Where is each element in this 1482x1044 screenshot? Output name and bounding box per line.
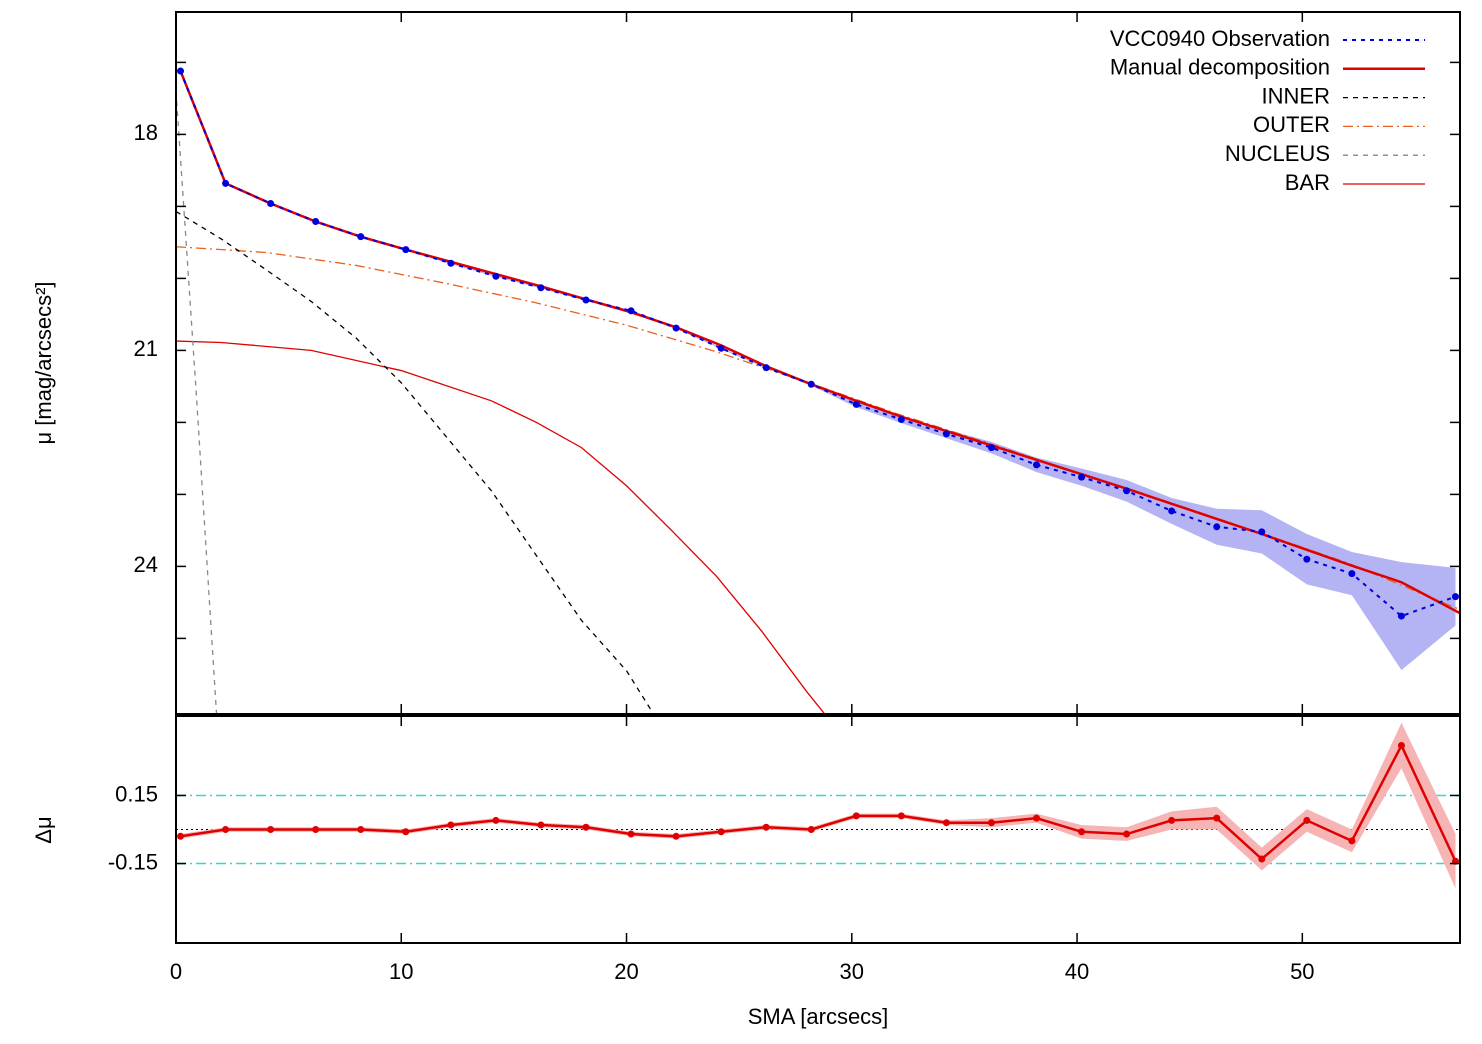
data-point: [1348, 570, 1356, 578]
data-line: [176, 91, 218, 714]
data-point: [807, 380, 815, 388]
data-point: [672, 324, 680, 332]
x-tick-label: 0: [170, 959, 182, 984]
data-point: [942, 430, 950, 438]
data-point: [537, 284, 545, 292]
y-axis-label: μ [mag/arcsecs²]: [31, 281, 56, 444]
data-point: [1123, 487, 1131, 495]
legend-label: NUCLEUS: [1225, 141, 1330, 166]
data-line: [180, 742, 1457, 862]
y-tick-label: 18: [134, 120, 158, 145]
data-point: [447, 821, 455, 829]
y-tick-label: -0.15: [108, 849, 158, 874]
legend-label: BAR: [1285, 170, 1330, 195]
x-tick-label: 30: [840, 959, 864, 984]
data-point: [537, 821, 545, 829]
data-point: [582, 823, 590, 831]
data-point: [267, 200, 275, 208]
data-point: [717, 828, 725, 836]
data-point: [717, 344, 725, 352]
data-point: [177, 67, 185, 75]
data-point: [1348, 837, 1356, 845]
data-point: [1303, 555, 1311, 563]
data-point: [1258, 855, 1266, 863]
data-point: [1451, 593, 1459, 601]
data-point: [222, 179, 230, 187]
data-point: [942, 819, 950, 827]
legend-label: Manual decomposition: [1110, 55, 1330, 80]
data-point: [897, 416, 905, 424]
data-point: [1213, 814, 1221, 822]
data-point: [492, 272, 500, 280]
data-point: [897, 812, 905, 820]
data-point: [1033, 461, 1041, 469]
data-point: [312, 826, 320, 833]
data-point: [852, 812, 860, 820]
plot-frame: [175, 715, 1461, 944]
data-point: [987, 819, 995, 827]
data-point: [1033, 814, 1041, 822]
x-tick-label: 40: [1065, 959, 1089, 984]
x-tick-label: 20: [614, 959, 638, 984]
data-point: [807, 826, 815, 833]
data-point: [582, 296, 590, 304]
legend-label: OUTER: [1253, 112, 1330, 137]
data-point: [1213, 523, 1221, 531]
data-point: [1303, 816, 1311, 824]
data-point: [312, 218, 320, 226]
data-point: [672, 832, 680, 840]
data-point: [627, 307, 635, 315]
y-tick-label: 0.15: [115, 781, 158, 806]
data-point: [402, 246, 410, 254]
x-tick-label: 50: [1290, 959, 1314, 984]
data-point: [762, 823, 770, 831]
data-point: [852, 400, 860, 408]
x-tick-label: 10: [389, 959, 413, 984]
data-point: [762, 364, 770, 372]
plot-frame: [175, 11, 1461, 715]
y-tick-label: 21: [134, 336, 158, 361]
data-point: [357, 826, 365, 833]
data-point: [1258, 528, 1266, 536]
x-axis-label: SMA [arcsecs]: [748, 1004, 889, 1029]
data-point: [627, 830, 635, 838]
data-point: [1123, 830, 1131, 838]
data-point: [402, 828, 410, 836]
plot-area: [176, 67, 1460, 714]
data-point: [492, 816, 500, 824]
data-point: [357, 233, 365, 241]
data-point: [267, 826, 275, 833]
data-point: [222, 826, 230, 833]
data-point: [447, 259, 455, 267]
data-point: [1078, 828, 1086, 836]
data-line: [176, 210, 655, 714]
data-point: [1168, 507, 1176, 515]
legend-label: INNER: [1262, 83, 1330, 108]
data-point: [1397, 612, 1405, 620]
data-point: [177, 832, 185, 840]
data-point: [1397, 742, 1405, 750]
plot-area: [176, 722, 1460, 889]
data-point: [1168, 816, 1176, 824]
data-point: [987, 444, 995, 452]
data-point: [1078, 473, 1086, 481]
y-axis-label: Δμ: [31, 816, 56, 843]
data-line: [176, 340, 826, 714]
y-tick-label: 24: [134, 552, 158, 577]
legend-label: VCC0940 Observation: [1110, 26, 1330, 51]
